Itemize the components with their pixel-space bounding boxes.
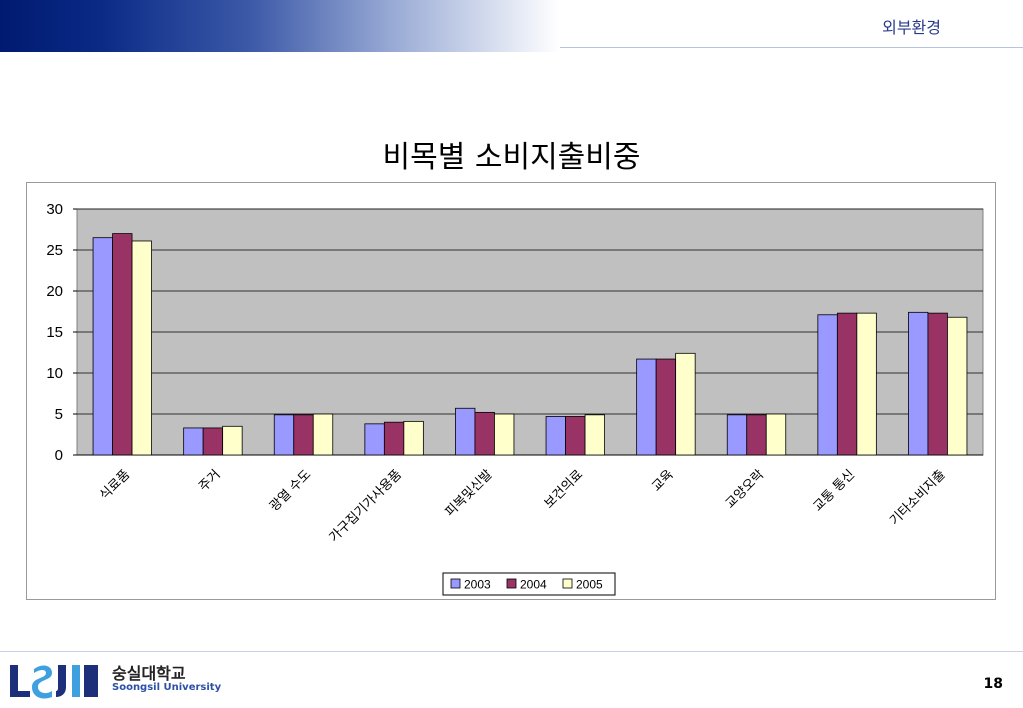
legend-label: 2004 <box>520 578 547 592</box>
y-tick-label: 0 <box>55 447 63 464</box>
bar-2005 <box>403 420 424 456</box>
bar-2005 <box>765 413 787 456</box>
legend-swatch <box>506 578 517 589</box>
y-tick-label: 10 <box>46 365 63 382</box>
bar-2004 <box>655 358 677 456</box>
bar-2005 <box>584 414 605 456</box>
x-tick-label: 기타소비지출 <box>887 467 948 528</box>
bar-2003 <box>183 427 204 456</box>
y-tick-label: 30 <box>46 201 63 218</box>
bar-2004 <box>293 414 314 456</box>
x-tick-label: 교통 통신 <box>811 467 858 514</box>
bar-2004 <box>927 312 948 456</box>
bar-2005 <box>312 413 334 456</box>
header-divider <box>560 47 1023 48</box>
bar-2003 <box>455 407 476 456</box>
bar-2003 <box>364 423 385 456</box>
x-tick-label: 식료품 <box>97 467 133 503</box>
x-tick-label: 주거 <box>196 467 224 495</box>
x-tick-label: 교양오락 <box>723 467 767 511</box>
bar-2004 <box>474 411 495 456</box>
legend-swatch <box>450 578 461 589</box>
bar-2003 <box>636 358 657 456</box>
bar-2004 <box>565 416 586 456</box>
university-name-korean: 숭실대학교 <box>112 664 186 683</box>
page-number: 18 <box>983 676 1003 692</box>
bar-2003 <box>726 414 748 456</box>
x-tick-label: 피복및신발 <box>443 467 496 520</box>
y-tick-label: 20 <box>46 283 63 300</box>
y-tick-label: 25 <box>46 242 63 259</box>
legend-swatch <box>562 578 573 589</box>
university-name-english: Soongsil University <box>112 682 222 693</box>
bar-2004 <box>202 427 224 456</box>
bar-2004 <box>746 414 767 456</box>
legend-box <box>442 572 616 596</box>
bar-2005 <box>675 352 696 456</box>
bar-2003 <box>817 314 838 456</box>
x-tick-label: 광열 수도 <box>267 467 314 514</box>
bar-2004 <box>836 312 858 456</box>
x-tick-label: 가구집기가사용품 <box>327 467 405 545</box>
header-gradient-bar <box>0 0 560 52</box>
bar-2005 <box>947 316 968 456</box>
section-label: 외부환경 <box>882 18 941 37</box>
bar-2003 <box>92 237 113 456</box>
bar-chart: 0 5 10 15 20 25 30 식료품 주거 광열 수도 가구집기가사용품 피복및신발 보건의료 교… <box>46 201 984 596</box>
y-tick-label: 5 <box>55 406 63 423</box>
x-tick-label: 교육 <box>649 467 677 495</box>
bar-2003 <box>545 416 566 456</box>
university-logo <box>10 665 98 699</box>
bar-2005 <box>494 413 515 456</box>
chart-container: 0 5 10 15 20 25 30 식료품 주거 광열 수도 가구집기가사용품 피복및신발 보건의료 교… <box>26 182 996 600</box>
x-tick-label: 보건의료 <box>542 467 586 511</box>
bar-2003 <box>908 311 929 456</box>
bar-2005 <box>856 312 877 456</box>
bar-2005 <box>222 425 243 456</box>
bar-2003 <box>273 414 295 456</box>
bar-2004 <box>112 233 133 456</box>
legend-label: 2005 <box>576 578 603 592</box>
bar-2005 <box>131 240 152 456</box>
bar-2004 <box>383 421 405 456</box>
y-tick-label: 15 <box>46 324 63 341</box>
slide-title: 비목별 소비지출비중 <box>382 140 641 175</box>
footer-divider <box>0 651 1023 652</box>
legend-label: 2003 <box>464 578 491 592</box>
